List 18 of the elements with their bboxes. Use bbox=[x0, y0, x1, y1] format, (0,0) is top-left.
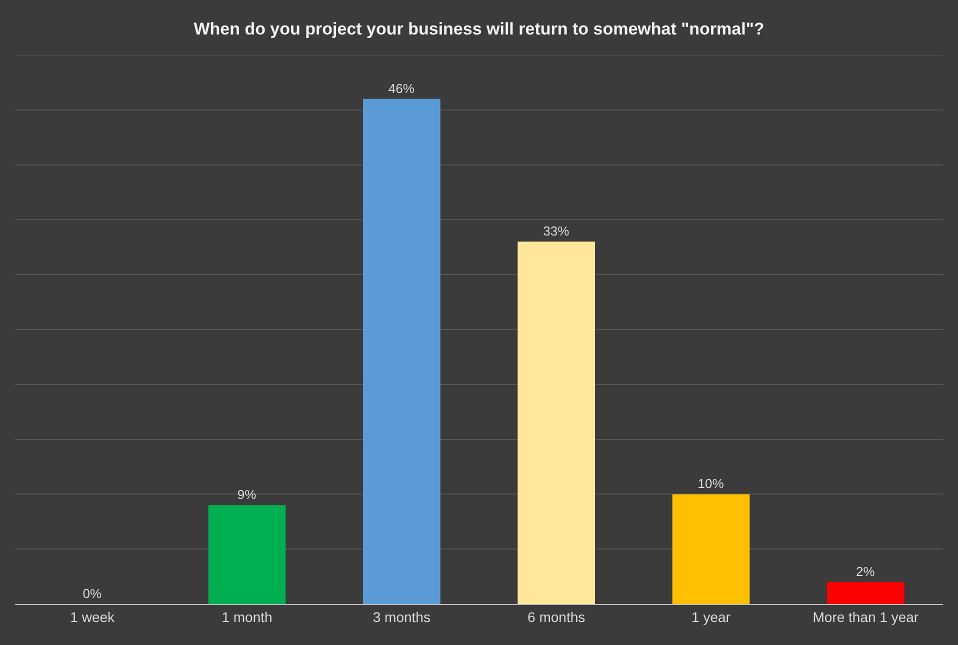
data-label: 33% bbox=[543, 224, 570, 239]
x-tick-label: 1 month bbox=[222, 608, 272, 625]
x-tick-label: 3 months bbox=[372, 608, 430, 625]
bar bbox=[518, 242, 595, 604]
data-label: 0% bbox=[82, 586, 102, 601]
bar bbox=[208, 505, 286, 604]
data-label: 46% bbox=[388, 80, 415, 96]
x-tick-label: 6 months bbox=[528, 608, 586, 625]
data-label: 2% bbox=[856, 564, 876, 580]
bar bbox=[363, 98, 440, 604]
bar bbox=[827, 582, 904, 604]
chart-title: When do you project your business will return to somewhat "normal"? bbox=[194, 19, 764, 38]
x-tick-label: 1 week bbox=[70, 608, 116, 625]
data-label: 10% bbox=[698, 476, 724, 492]
data-label: 9% bbox=[237, 487, 257, 502]
x-tick-label: More than 1 year bbox=[812, 608, 919, 625]
x-tick-label: 1 year bbox=[692, 608, 731, 625]
bar bbox=[672, 494, 750, 604]
